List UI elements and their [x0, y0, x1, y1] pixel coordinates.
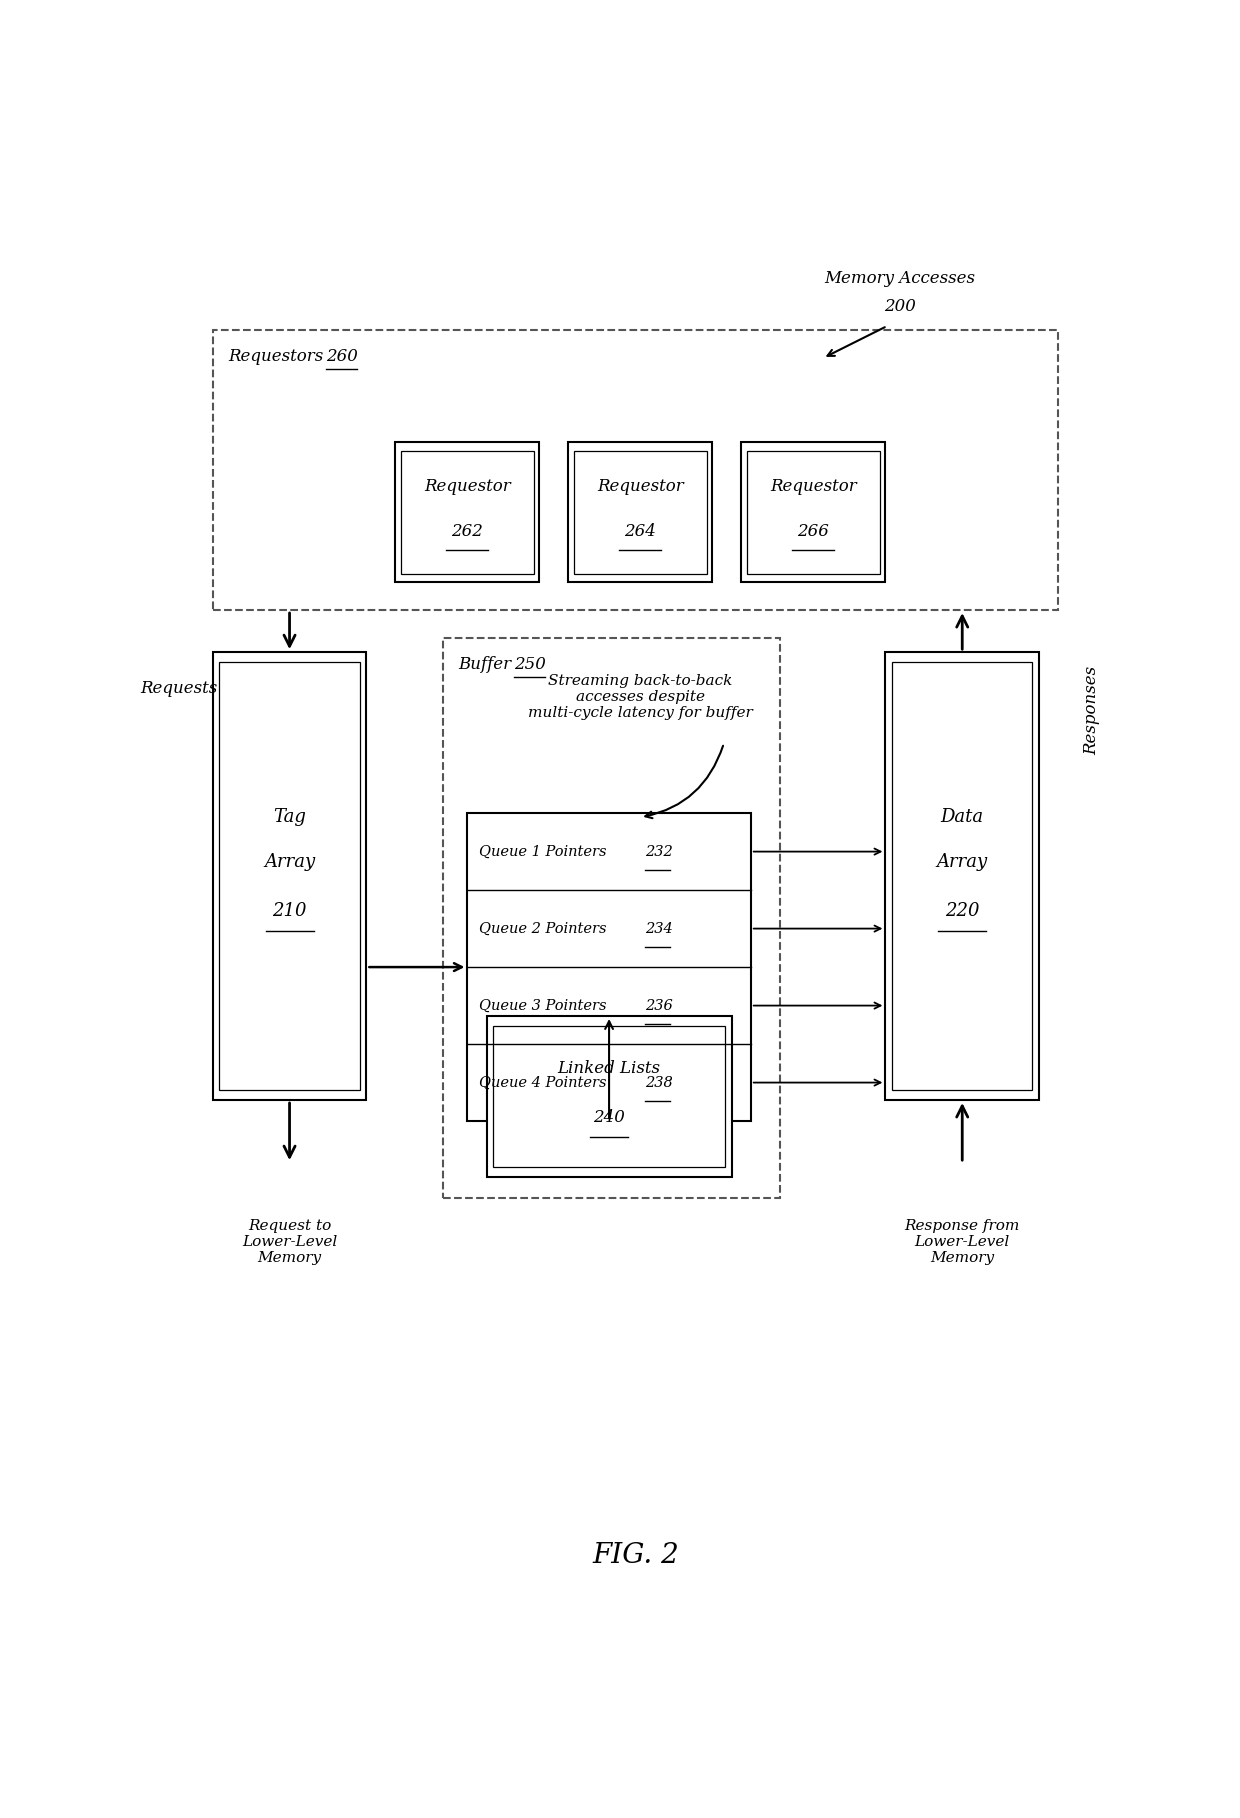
Text: Queue 3 Pointers: Queue 3 Pointers [479, 998, 606, 1013]
Text: 262: 262 [451, 524, 484, 540]
Text: 250: 250 [515, 656, 547, 673]
Bar [494, 1025, 725, 1167]
Text: Queue 4 Pointers: Queue 4 Pointers [479, 1076, 606, 1089]
Bar [746, 451, 879, 574]
Text: Requestor: Requestor [424, 478, 511, 496]
Text: Requestor: Requestor [770, 478, 857, 496]
Text: Array: Array [264, 853, 315, 871]
Text: 232: 232 [645, 845, 673, 858]
Bar [486, 1016, 732, 1176]
Text: Requests: Requests [140, 680, 218, 696]
Text: Response from
Lower-Level
Memory: Response from Lower-Level Memory [904, 1220, 1021, 1265]
Bar [213, 653, 367, 1100]
Text: Request to
Lower-Level
Memory: Request to Lower-Level Memory [242, 1220, 337, 1265]
Text: Queue 2 Pointers: Queue 2 Pointers [479, 922, 606, 936]
Bar [444, 638, 780, 1198]
Bar [467, 813, 750, 1122]
Bar [885, 653, 1039, 1100]
Bar [213, 331, 1058, 611]
Text: Streaming back-to-back
accesses despite
multi-cycle latency for buffer: Streaming back-to-back accesses despite … [528, 674, 753, 720]
Text: 266: 266 [797, 524, 830, 540]
Bar [396, 442, 539, 582]
Bar [401, 451, 533, 574]
Text: Queue 1 Pointers: Queue 1 Pointers [479, 845, 606, 858]
Text: Linked Lists: Linked Lists [558, 1060, 661, 1076]
Text: 210: 210 [273, 902, 306, 920]
FancyArrowPatch shape [645, 745, 723, 818]
Bar [742, 442, 885, 582]
Text: Memory Accesses: Memory Accesses [825, 269, 976, 287]
Text: 200: 200 [884, 298, 915, 315]
Text: 234: 234 [645, 922, 673, 936]
Bar [568, 442, 712, 582]
Text: 264: 264 [625, 524, 656, 540]
Text: Requestors: Requestors [228, 349, 329, 365]
Bar [574, 451, 707, 574]
Text: 240: 240 [593, 1109, 625, 1125]
Text: Data: Data [941, 809, 983, 827]
Text: Buffer: Buffer [459, 656, 517, 673]
Bar [892, 662, 1033, 1091]
Bar [219, 662, 360, 1091]
Text: Requestor: Requestor [596, 478, 683, 496]
Text: Array: Array [936, 853, 988, 871]
Text: 238: 238 [645, 1076, 673, 1089]
Text: 236: 236 [645, 998, 673, 1013]
Text: 220: 220 [945, 902, 980, 920]
Text: FIG. 2: FIG. 2 [593, 1542, 678, 1569]
Text: 260: 260 [326, 349, 358, 365]
Text: Tag: Tag [273, 809, 306, 827]
Text: Responses: Responses [1084, 667, 1100, 756]
